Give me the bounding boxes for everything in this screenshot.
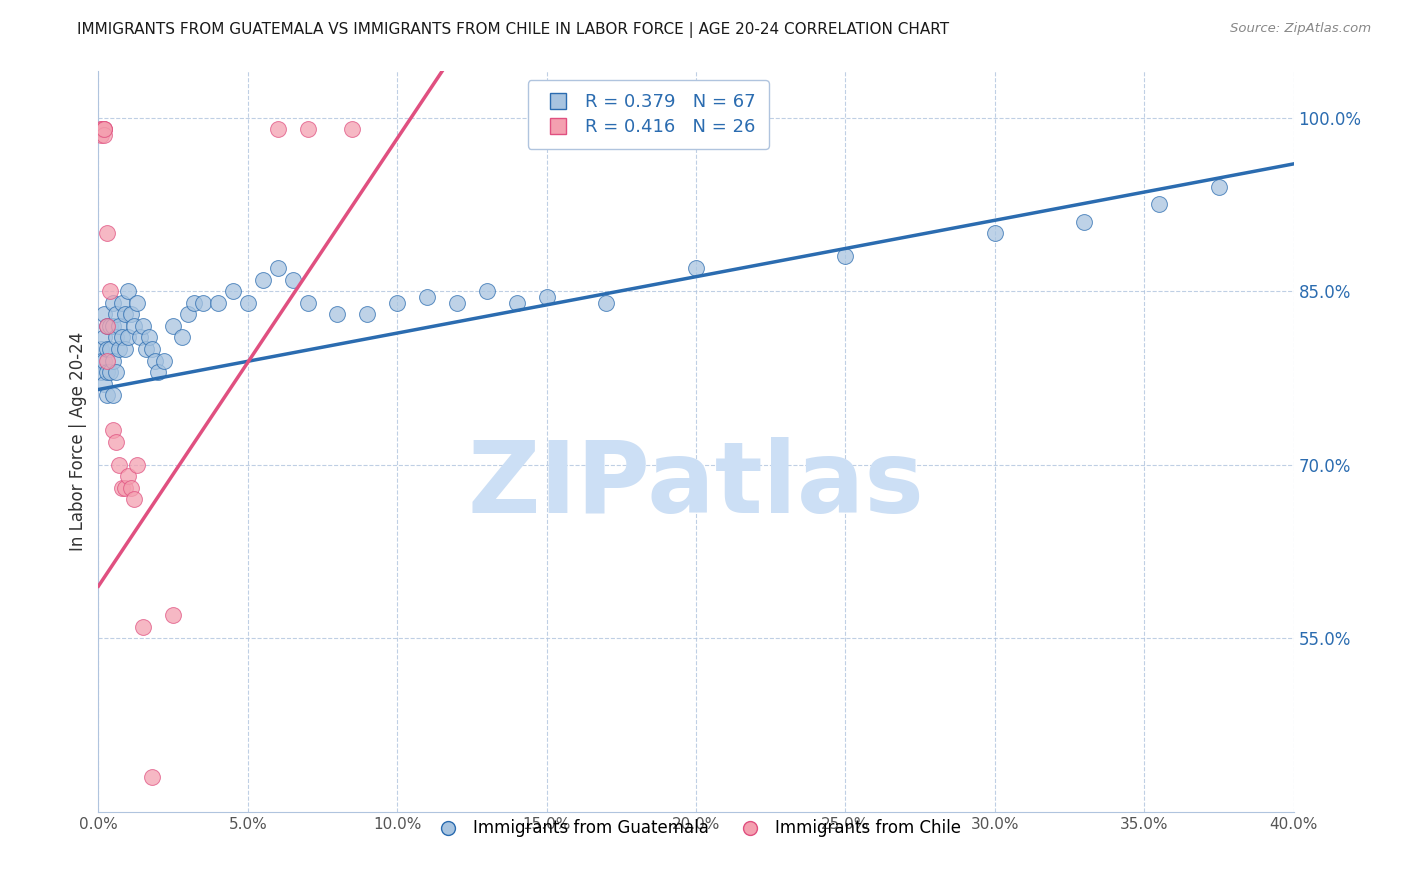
Point: [117, 284, 139, 298]
Point: [93, 330, 115, 344]
Legend: Immigrants from Guatemala, Immigrants from Chile: Immigrants from Guatemala, Immigrants fr…: [425, 813, 967, 844]
Point: [93, 128, 115, 142]
Point: [96, 365, 118, 379]
Point: [127, 458, 149, 472]
Text: IMMIGRANTS FROM GUATEMALA VS IMMIGRANTS FROM CHILE IN LABOR FORCE | AGE 20-24 CO: IMMIGRANTS FROM GUATEMALA VS IMMIGRANTS …: [77, 22, 949, 38]
Point: [90, 122, 112, 136]
Point: [129, 330, 152, 344]
Point: [153, 353, 176, 368]
Point: [93, 122, 115, 136]
Point: [1147, 197, 1170, 211]
Point: [124, 492, 146, 507]
Point: [90, 128, 112, 142]
Point: [475, 284, 498, 298]
Point: [96, 227, 118, 241]
Point: [90, 122, 112, 136]
Point: [177, 307, 200, 321]
Point: [98, 365, 122, 379]
Point: [236, 295, 259, 310]
Point: [108, 458, 131, 472]
Point: [207, 295, 229, 310]
Point: [111, 481, 134, 495]
Point: [191, 295, 214, 310]
Point: [90, 353, 112, 368]
Point: [90, 342, 112, 356]
Point: [416, 290, 439, 304]
Point: [132, 619, 155, 633]
Point: [138, 330, 160, 344]
Point: [162, 608, 184, 623]
Point: [162, 318, 184, 333]
Point: [127, 295, 149, 310]
Point: [96, 388, 118, 402]
Point: [105, 307, 128, 321]
Point: [103, 318, 125, 333]
Point: [124, 318, 146, 333]
Point: [117, 469, 139, 483]
Point: [326, 307, 349, 321]
Y-axis label: In Labor Force | Age 20-24: In Labor Force | Age 20-24: [69, 332, 87, 551]
Point: [252, 272, 274, 286]
Point: [93, 376, 115, 391]
Point: [90, 365, 112, 379]
Point: [183, 295, 205, 310]
Point: [685, 260, 707, 275]
Point: [536, 290, 558, 304]
Point: [105, 365, 128, 379]
Point: [108, 318, 131, 333]
Point: [506, 295, 529, 310]
Point: [446, 295, 468, 310]
Point: [172, 330, 194, 344]
Point: [297, 122, 319, 136]
Point: [595, 295, 617, 310]
Point: [132, 318, 155, 333]
Point: [356, 307, 378, 321]
Text: ZIPatlas: ZIPatlas: [468, 437, 924, 534]
Point: [103, 388, 125, 402]
Point: [93, 122, 115, 136]
Point: [135, 342, 157, 356]
Point: [105, 330, 128, 344]
Point: [105, 434, 128, 449]
Point: [103, 295, 125, 310]
Point: [103, 423, 125, 437]
Point: [114, 342, 136, 356]
Point: [114, 307, 136, 321]
Point: [297, 295, 319, 310]
Point: [111, 295, 134, 310]
Point: [117, 330, 139, 344]
Point: [385, 295, 409, 310]
Point: [114, 481, 136, 495]
Point: [984, 227, 1007, 241]
Point: [141, 770, 163, 784]
Point: [111, 330, 134, 344]
Point: [96, 318, 118, 333]
Point: [267, 260, 290, 275]
Point: [93, 307, 115, 321]
Point: [267, 122, 290, 136]
Text: Source: ZipAtlas.com: Source: ZipAtlas.com: [1230, 22, 1371, 36]
Point: [222, 284, 245, 298]
Point: [96, 353, 118, 368]
Point: [108, 342, 131, 356]
Point: [96, 342, 118, 356]
Point: [141, 342, 163, 356]
Point: [98, 284, 122, 298]
Point: [93, 122, 115, 136]
Point: [143, 353, 166, 368]
Point: [834, 250, 856, 264]
Point: [342, 122, 364, 136]
Point: [103, 353, 125, 368]
Point: [98, 318, 122, 333]
Point: [93, 353, 115, 368]
Point: [281, 272, 304, 286]
Point: [120, 481, 142, 495]
Point: [1208, 180, 1230, 194]
Point: [148, 365, 170, 379]
Point: [1073, 215, 1095, 229]
Point: [98, 342, 122, 356]
Point: [96, 318, 118, 333]
Point: [120, 307, 142, 321]
